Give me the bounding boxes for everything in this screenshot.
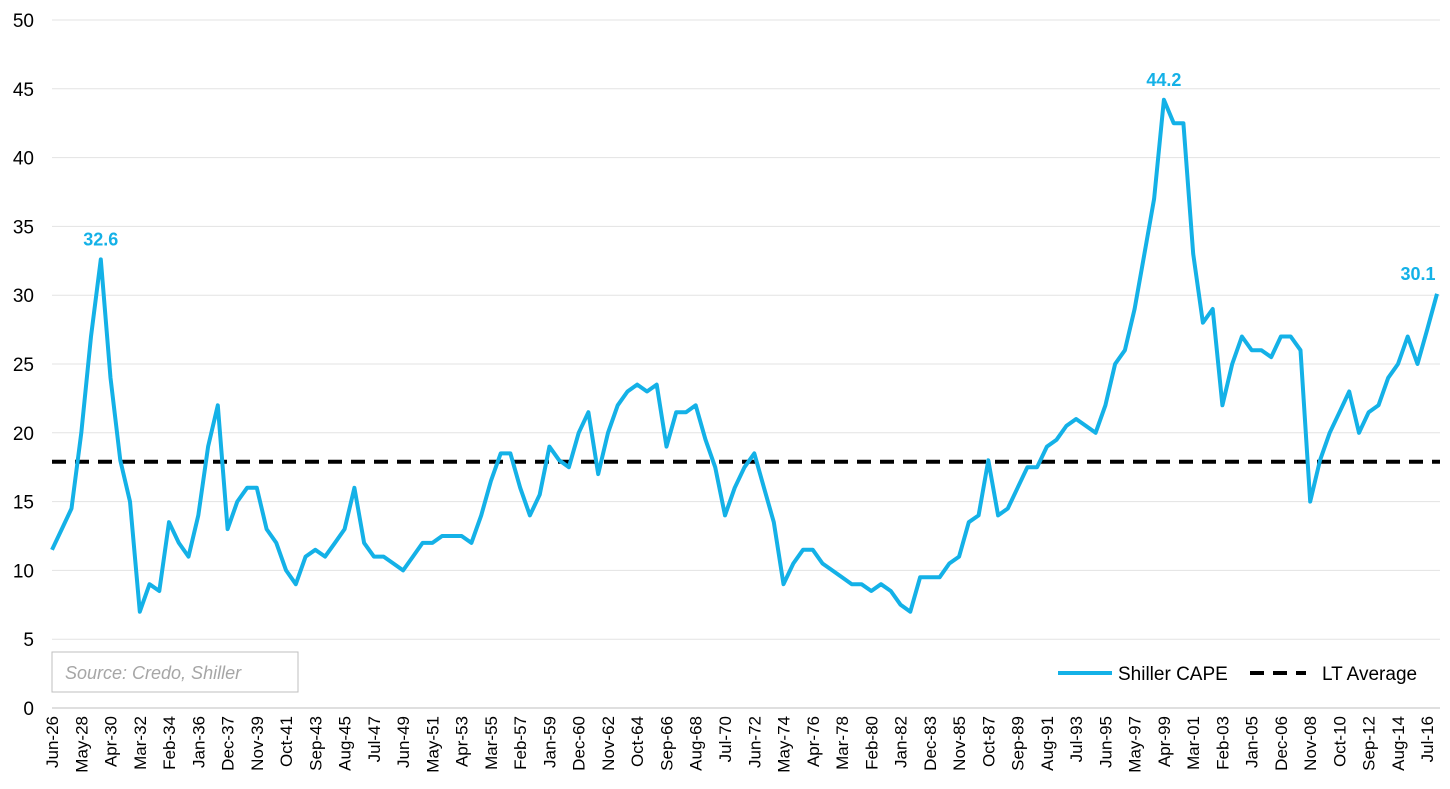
x-tick-label: Oct-64 xyxy=(628,716,647,767)
x-tick-label: May-97 xyxy=(1126,716,1145,773)
y-tick-label: 20 xyxy=(13,424,34,445)
x-tick-label: Jan-59 xyxy=(540,716,559,768)
x-tick-label: Jul-16 xyxy=(1418,716,1437,762)
x-tick-label: Jun-49 xyxy=(394,716,413,768)
y-tick-label: 5 xyxy=(23,630,34,651)
y-tick-label: 45 xyxy=(13,80,34,101)
source-note: Source: Credo, Shiller xyxy=(65,663,242,683)
y-tick-label: 35 xyxy=(13,217,34,238)
x-tick-label: Feb-57 xyxy=(511,716,530,770)
x-tick-label: Aug-14 xyxy=(1389,716,1408,771)
x-tick-label: Mar-78 xyxy=(833,716,852,770)
x-tick-label: Mar-32 xyxy=(131,716,150,770)
x-tick-label: Sep-43 xyxy=(306,716,325,771)
x-tick-label: Jan-36 xyxy=(189,716,208,768)
x-tick-label: Sep-66 xyxy=(657,716,676,771)
x-tick-label: Jun-26 xyxy=(43,716,62,768)
y-tick-label: 0 xyxy=(23,699,34,720)
x-tick-label: Aug-68 xyxy=(687,716,706,771)
y-tick-label: 25 xyxy=(13,355,34,376)
x-tick-label: Aug-91 xyxy=(1038,716,1057,771)
x-tick-label: Oct-87 xyxy=(979,716,998,767)
x-tick-label: May-74 xyxy=(775,716,794,773)
x-tick-label: Jan-82 xyxy=(892,716,911,768)
x-tick-label: Apr-30 xyxy=(102,716,121,767)
y-tick-label: 30 xyxy=(13,286,34,307)
x-tick-label: Feb-80 xyxy=(862,716,881,770)
x-tick-label: Jan-05 xyxy=(1243,716,1262,768)
x-tick-label: Feb-03 xyxy=(1213,716,1232,770)
x-tick-label: Mar-55 xyxy=(482,716,501,770)
x-tick-label: Dec-37 xyxy=(219,716,238,771)
data-label: 30.1 xyxy=(1400,264,1435,284)
x-tick-label: Jul-47 xyxy=(365,716,384,762)
y-tick-label: 15 xyxy=(13,493,34,514)
x-tick-label: Jul-70 xyxy=(716,716,735,762)
y-tick-label: 40 xyxy=(13,149,34,170)
x-tick-label: Sep-89 xyxy=(1009,716,1028,771)
x-tick-label: Aug-45 xyxy=(336,716,355,771)
x-tick-label: Oct-10 xyxy=(1330,716,1349,767)
x-tick-label: Apr-53 xyxy=(453,716,472,767)
legend-label: LT Average xyxy=(1322,664,1417,685)
x-tick-label: Jun-72 xyxy=(745,716,764,768)
x-tick-label: May-28 xyxy=(72,716,91,773)
source-box xyxy=(51,651,299,693)
y-tick-label: 50 xyxy=(13,11,34,32)
x-tick-label: Dec-60 xyxy=(570,716,589,771)
x-tick-label: Jul-93 xyxy=(1067,716,1086,762)
x-tick-label: Oct-41 xyxy=(277,716,296,767)
x-tick-label: Dec-06 xyxy=(1272,716,1291,771)
data-label: 32.6 xyxy=(83,229,118,249)
x-tick-label: Apr-76 xyxy=(804,716,823,767)
x-tick-label: Jun-95 xyxy=(1096,716,1115,768)
y-tick-label: 10 xyxy=(13,561,34,582)
x-tick-label: Sep-12 xyxy=(1360,716,1379,771)
x-tick-label: Feb-34 xyxy=(160,716,179,770)
legend-label: Shiller CAPE xyxy=(1118,664,1228,685)
x-tick-label: Nov-85 xyxy=(950,716,969,771)
data-label: 44.2 xyxy=(1146,70,1181,90)
x-tick-label: Mar-01 xyxy=(1184,716,1203,770)
x-tick-label: Nov-62 xyxy=(599,716,618,771)
x-tick-label: Dec-83 xyxy=(921,716,940,771)
x-tick-label: May-51 xyxy=(423,716,442,773)
x-tick-label: Nov-08 xyxy=(1301,716,1320,771)
x-tick-label: Apr-99 xyxy=(1155,716,1174,767)
x-tick-label: Nov-39 xyxy=(248,716,267,771)
data-line xyxy=(50,97,1439,614)
